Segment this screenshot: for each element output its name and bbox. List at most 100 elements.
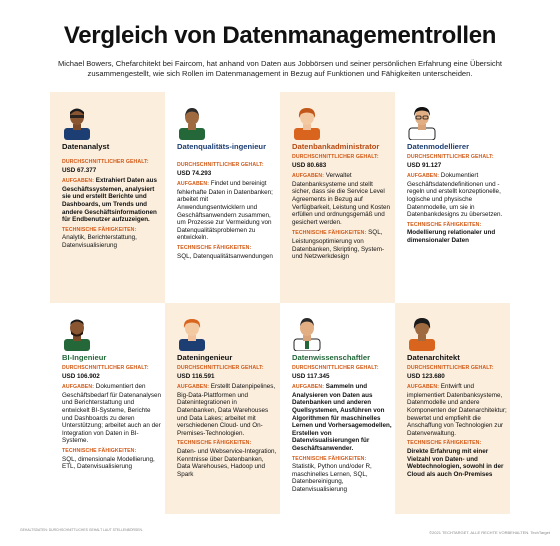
role-details: DURCHSCHNITTLICHER GEHALT: USD 80.683 AU…	[292, 154, 392, 264]
salary-value: USD 67.377	[62, 166, 97, 174]
tasks-label: AUFGABEN:	[177, 181, 210, 188]
role-title: Datenmodellierer	[407, 142, 470, 151]
salary-label: DURCHSCHNITTLICHER GEHALT:	[407, 365, 494, 371]
role-title: Dateningenieur	[177, 353, 233, 362]
tasks-section: AUFGABEN: Dokumentiert Geschäftsdatendef…	[407, 172, 507, 219]
tasks-text: Entwirft und implementiert Datenbanksyst…	[407, 383, 507, 437]
skills-label: TECHNISCHE FÄHIGKEITEN:	[177, 244, 252, 251]
role-card-datenarchitekt: Datenarchitekt DURCHSCHNITTLICHER GEHALT…	[395, 303, 510, 514]
role-title: Datenarchitekt	[407, 353, 460, 362]
skills-section: TECHNISCHE FÄHIGKEITEN: SQL, Leistungsop…	[292, 229, 392, 260]
role-title: Datenwissenschaftler	[292, 353, 371, 362]
role-title: BI-Ingenieur	[62, 353, 107, 362]
role-card-datenwissenschaftler: Datenwissenschaftler DURCHSCHNITTLICHER …	[280, 303, 395, 514]
tasks-section: AUFGABEN: Dokumentiert den Geschäftsbeda…	[62, 383, 162, 445]
tasks-text: Sammeln und Analysieren von Daten aus Da…	[292, 383, 392, 452]
tasks-text: Dokumentiert den Geschäftsbedarf für Dat…	[62, 383, 162, 445]
role-grid: Datenanalyst DURCHSCHNITTLICHER GEHALT: …	[50, 92, 510, 514]
skills-label: TECHNISCHE FÄHIGKEITEN:	[177, 440, 252, 447]
salary-label: DURCHSCHNITTLICHER GEHALT:	[292, 154, 379, 160]
page-title: Vergleich von Datenmanagementrollen	[63, 22, 497, 49]
salary-value: USD 123.680	[407, 372, 445, 380]
salary-label: DURCHSCHNITTLICHER GEHALT:	[292, 365, 379, 371]
tasks-label: AUFGABEN:	[407, 384, 440, 391]
role-details: DURCHSCHNITTLICHER GEHALT: USD 91.127 AU…	[407, 154, 507, 248]
skills-section: TECHNISCHE FÄHIGKEITEN: Direkte Erfahrun…	[407, 440, 507, 478]
salary-label: DURCHSCHNITTLICHER GEHALT:	[62, 365, 149, 371]
tasks-label: AUFGABEN:	[62, 178, 95, 185]
role-details: DURCHSCHNITTLICHER GEHALT: USD 67.377 AU…	[62, 159, 162, 253]
skills-text: Direkte Erfahrung mit einer Vielzahl von…	[407, 447, 504, 478]
tasks-section: AUFGABEN: Entwirft und implementiert Dat…	[407, 383, 507, 437]
role-details: DURCHSCHNITTLICHER GEHALT: USD 106.902 A…	[62, 365, 162, 474]
datenbankadministrator-avatar-icon	[294, 108, 320, 140]
skills-section: TECHNISCHE FÄHIGKEITEN: Modellierung rel…	[407, 222, 507, 245]
salary-value: USD 91.127	[407, 161, 442, 169]
tasks-section: AUFGABEN: Extrahiert Daten aus Geschäfts…	[62, 177, 162, 224]
skills-label: TECHNISCHE FÄHIGKEITEN:	[407, 221, 482, 228]
salary-value: USD 117.345	[292, 372, 330, 380]
skills-text: SQL, Datenqualitätsanwendungen	[177, 252, 273, 260]
skills-section: TECHNISCHE FÄHIGKEITEN: Statistik, Pytho…	[292, 456, 392, 494]
role-card-dateningenieur: Dateningenieur DURCHSCHNITTLICHER GEHALT…	[165, 303, 280, 514]
skills-section: TECHNISCHE FÄHIGKEITEN: SQL, dimensional…	[62, 448, 162, 471]
salary-label: DURCHSCHNITTLICHER GEHALT:	[177, 365, 264, 371]
salary-value: USD 106.902	[62, 372, 100, 380]
datenqualitaetsingenieur-avatar-icon	[179, 108, 205, 140]
salary-label: DURCHSCHNITTLICHER GEHALT:	[62, 159, 149, 165]
tasks-label: AUFGABEN:	[292, 173, 325, 180]
footer-source-note: GEHALTSDATEN: DURCHSCHNITTLICHES GEHALT …	[20, 528, 143, 532]
salary-value: USD 74.293	[177, 169, 212, 177]
skills-text: Statistik, Python und/oder R, maschinell…	[292, 463, 372, 493]
skills-label: TECHNISCHE FÄHIGKEITEN:	[62, 226, 137, 233]
role-card-datenbankadministrator: Datenbankadministrator DURCHSCHNITTLICHE…	[280, 92, 395, 303]
role-title: Datenqualitäts-ingenieur	[177, 142, 267, 151]
page-subtitle: Michael Bowers, Chefarchitekt bei Fairco…	[57, 59, 503, 78]
tasks-section: AUFGABEN: Findet und bereinigt fehlerhaf…	[177, 180, 277, 242]
salary-label: DURCHSCHNITTLICHER GEHALT:	[407, 154, 494, 160]
role-details: DURCHSCHNITTLICHER GEHALT: USD 74.293 AU…	[177, 162, 277, 263]
tasks-label: AUFGABEN:	[62, 384, 95, 391]
datenarchitekt-avatar-icon	[409, 318, 435, 351]
role-details: DURCHSCHNITTLICHER GEHALT: USD 117.345 A…	[292, 365, 392, 497]
tasks-section: AUFGABEN: Sammeln und Analysieren von Da…	[292, 383, 392, 452]
datenmodellierer-avatar-icon	[408, 107, 436, 140]
datenwissenschaftler-avatar-icon	[293, 318, 321, 351]
tasks-text: Findet und bereinigt fehlerhafte Daten i…	[177, 180, 273, 242]
skills-label: TECHNISCHE FÄHIGKEITEN:	[62, 447, 137, 454]
role-title: Datenbankadministrator	[292, 142, 380, 151]
role-details: DURCHSCHNITTLICHER GEHALT: USD 123.680 A…	[407, 365, 507, 481]
tasks-label: AUFGABEN:	[407, 173, 440, 180]
skills-label: TECHNISCHE FÄHIGKEITEN:	[292, 455, 367, 462]
skills-text: Analytik, Berichterstattung, Datenvisual…	[62, 234, 137, 249]
skills-text: SQL, Leistungsoptimierung von Datenbanke…	[292, 229, 385, 261]
tasks-section: AUFGABEN: Erstellt Datenpipelines, Big-D…	[177, 383, 277, 437]
tasks-label: AUFGABEN:	[177, 384, 210, 391]
salary-value: USD 116.591	[177, 372, 215, 380]
role-title: Datenanalyst	[62, 142, 110, 151]
dateningenieur-avatar-icon	[179, 319, 205, 351]
role-card-datenqualitaetsingenieur: Datenqualitäts-ingenieur DURCHSCHNITTLIC…	[165, 92, 280, 303]
datenanalyst-avatar-icon	[64, 108, 90, 140]
skills-text: Modellierung relationaler und dimensiona…	[407, 229, 496, 244]
skills-section: TECHNISCHE FÄHIGKEITEN: Daten- und Webse…	[177, 440, 277, 478]
skills-text: Daten- und Webservice-Integration, Kennt…	[177, 447, 277, 478]
role-card-datenanalyst: Datenanalyst DURCHSCHNITTLICHER GEHALT: …	[50, 92, 165, 303]
skills-label: TECHNISCHE FÄHIGKEITEN:	[407, 440, 482, 447]
salary-value: USD 80.683	[292, 161, 327, 169]
skills-text: SQL, dimensionale Modellierung, ETL, Dat…	[62, 455, 155, 471]
tasks-label: AUFGABEN:	[292, 384, 325, 391]
skills-section: TECHNISCHE FÄHIGKEITEN: SQL, Datenqualit…	[177, 245, 277, 260]
tasks-text: Extrahiert Daten aus Geschäftssystemen, …	[62, 177, 158, 224]
role-card-bi-ingenieur: BI-Ingenieur DURCHSCHNITTLICHER GEHALT: …	[50, 303, 165, 514]
role-card-datenmodellierer: Datenmodellierer DURCHSCHNITTLICHER GEHA…	[395, 92, 510, 303]
tasks-text: Verwaltet Datenbanksysteme und stellt si…	[292, 172, 391, 226]
tasks-text: Dokumentiert Geschäftsdatendefinitionen …	[407, 172, 503, 219]
role-details: DURCHSCHNITTLICHER GEHALT: USD 116.591 A…	[177, 365, 277, 481]
tasks-text: Erstellt Datenpipelines, Big-Data-Plattf…	[177, 383, 276, 437]
skills-section: TECHNISCHE FÄHIGKEITEN: Analytik, Berich…	[62, 227, 162, 250]
tasks-section: AUFGABEN: Verwaltet Datenbanksysteme und…	[292, 172, 392, 226]
salary-label: DURCHSCHNITTLICHER GEHALT:	[177, 162, 264, 168]
skills-label: TECHNISCHE FÄHIGKEITEN:	[292, 230, 367, 237]
